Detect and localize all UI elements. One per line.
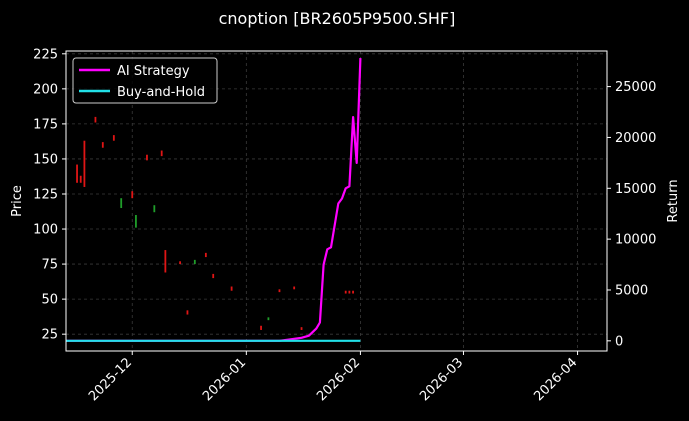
chart-title: cnoption [BR2605P9500.SHF] — [219, 9, 456, 28]
y-tick-label: 175 — [33, 117, 58, 132]
candle-down — [131, 191, 134, 199]
candle-up — [193, 259, 196, 265]
y-tick-label: 125 — [33, 187, 58, 202]
y2-tick-label: 15000 — [615, 182, 656, 197]
series-line-ai-strategy — [66, 58, 362, 342]
candle-up — [267, 317, 270, 321]
candle-down — [260, 325, 262, 330]
candle-down — [230, 286, 233, 291]
y-tick-label: 100 — [33, 223, 58, 238]
candle-down — [146, 154, 148, 161]
candle-down — [164, 250, 167, 273]
candle-up — [153, 205, 156, 213]
candle-down — [293, 286, 296, 290]
y-tick-label: 50 — [41, 293, 58, 308]
candle-down — [300, 327, 303, 330]
y-tick-label: 25 — [41, 328, 58, 343]
candle-down — [352, 290, 354, 294]
candle-down — [112, 135, 115, 141]
series-lines — [66, 58, 362, 342]
candle-up — [120, 198, 123, 209]
candle-down — [204, 252, 207, 258]
y-tick-label: 200 — [33, 82, 58, 97]
y2-tick-label: 20000 — [615, 131, 656, 146]
y2-tick-label: 0 — [615, 334, 623, 349]
candle-down — [79, 175, 82, 183]
candle-down — [179, 261, 181, 265]
candle-down — [160, 150, 163, 157]
y2-axis-title: Return — [666, 179, 681, 222]
candle-up — [135, 215, 137, 228]
y-axis-title: Price — [10, 185, 25, 217]
left-y-axis: 25 50 75 100 125 150 175 200 225 — [33, 47, 66, 343]
candle-down — [212, 273, 215, 279]
y-tick-label: 75 — [41, 258, 58, 273]
candle-down — [278, 289, 281, 293]
candle-down — [94, 116, 97, 123]
candle-down — [344, 290, 347, 294]
grid — [66, 51, 607, 351]
candle-down — [83, 140, 86, 187]
y-tick-label: 150 — [33, 152, 58, 167]
candle-down — [348, 290, 351, 294]
y-tick-label: 225 — [33, 47, 58, 62]
candles — [76, 116, 354, 330]
y2-tick-label: 5000 — [615, 283, 648, 298]
plot-frame — [65, 50, 608, 352]
candle-down — [186, 310, 189, 315]
y2-tick-label: 25000 — [615, 80, 656, 95]
right-y-axis: 0 5000 10000 15000 20000 25000 — [607, 80, 656, 349]
legend-label-ai-strategy: AI Strategy — [117, 64, 190, 79]
legend: AI Strategy Buy-and-Hold — [72, 57, 218, 104]
legend-label-buy-and-hold: Buy-and-Hold — [117, 85, 205, 100]
candle-down — [101, 142, 104, 148]
y2-tick-label: 10000 — [615, 233, 656, 248]
candle-down — [76, 164, 78, 183]
